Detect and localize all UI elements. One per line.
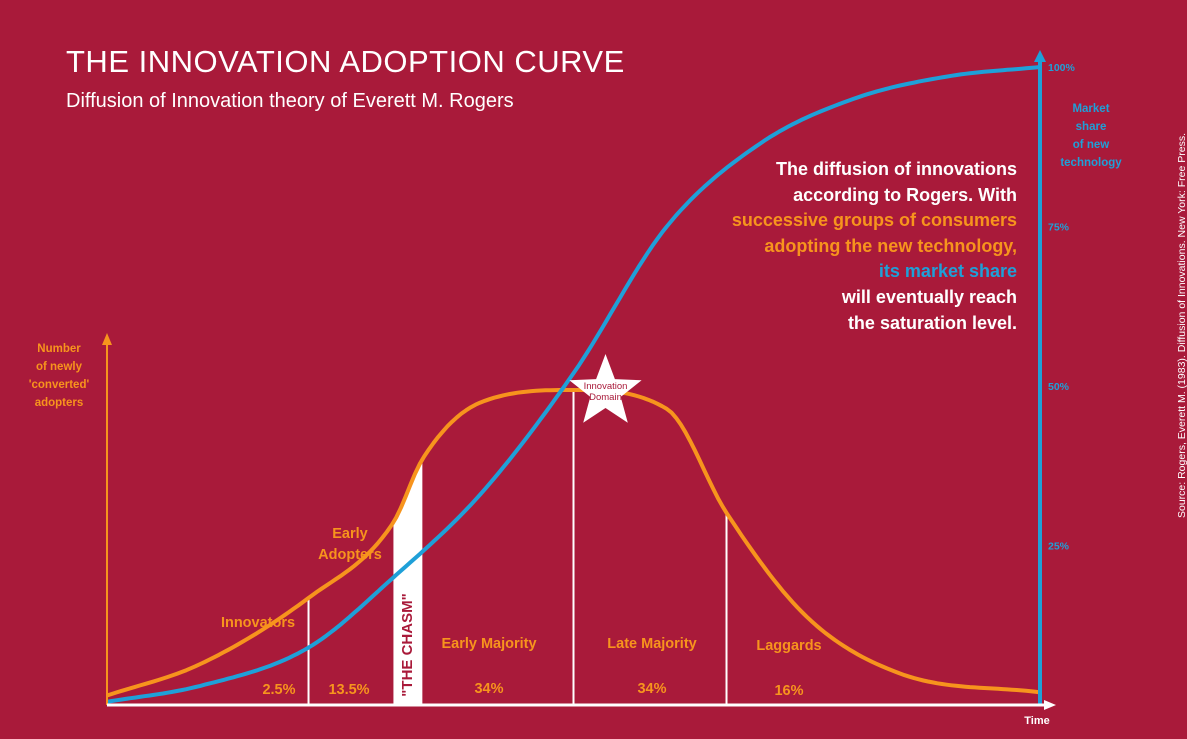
description-line: The diffusion of innovations bbox=[776, 159, 1017, 179]
segment-name-label: Laggards bbox=[756, 638, 821, 654]
right-axis-label-line: share bbox=[1075, 121, 1107, 133]
right-axis-label-line: of new bbox=[1072, 139, 1110, 151]
right-axis-arrow-icon bbox=[1034, 50, 1046, 62]
innovation-domain-star-icon bbox=[569, 354, 642, 423]
description-line-highlight: adopting the new technology, bbox=[764, 235, 1017, 256]
right-axis-tick-label: 50% bbox=[1048, 381, 1070, 393]
chart-subtitle: Diffusion of Innovation theory of Everet… bbox=[66, 90, 514, 112]
x-axis-label: Time bbox=[1024, 715, 1049, 727]
right-axis-label-line: technology bbox=[1060, 157, 1122, 169]
right-axis-label-line: Market bbox=[1072, 103, 1110, 115]
left-axis-label: Number of newly 'converted' adopters bbox=[28, 340, 90, 412]
left-axis-label-line: 'converted' bbox=[28, 379, 90, 391]
segment-name-label: Early bbox=[332, 526, 367, 542]
segment-share-label: 16% bbox=[774, 683, 803, 699]
segment-name-label: Late Majority bbox=[607, 636, 696, 652]
chart-title: THE INNOVATION ADOPTION CURVE bbox=[66, 44, 625, 79]
x-axis-arrow-icon bbox=[1044, 700, 1056, 710]
left-axis-arrow-icon bbox=[102, 333, 112, 345]
chasm-band bbox=[393, 459, 423, 705]
innovation-domain-label: Domain bbox=[589, 392, 622, 403]
description-line: according to Rogers. With bbox=[793, 184, 1017, 205]
segment-name-label: Innovators bbox=[221, 615, 295, 631]
left-axis-label-line: adopters bbox=[34, 397, 84, 409]
description-line: will eventually reach bbox=[841, 286, 1017, 307]
innovation-domain-label: Innovation bbox=[584, 381, 628, 392]
segment-share-label: 34% bbox=[637, 681, 666, 697]
market-share-curve bbox=[106, 65, 1041, 704]
chasm-label: "THE CHASM" bbox=[399, 593, 416, 696]
right-axis-tick-label: 100% bbox=[1048, 62, 1076, 74]
right-axis-tick-label: 75% bbox=[1048, 222, 1070, 234]
description-line: the saturation level. bbox=[847, 312, 1017, 333]
adopters-bell-curve bbox=[106, 388, 1041, 698]
right-axis-label: Market share of new technology bbox=[1051, 100, 1131, 172]
segment-name-label: Early Majority bbox=[441, 636, 536, 652]
right-axis-tick-label: 25% bbox=[1048, 541, 1070, 553]
segment-share-label: 34% bbox=[474, 681, 503, 697]
description-line-highlight: successive groups of consumers bbox=[731, 210, 1017, 231]
left-axis-label-line: of newly bbox=[35, 361, 82, 373]
left-axis-label-line: Number bbox=[37, 343, 81, 355]
description-line-market-share: its market share bbox=[878, 261, 1017, 282]
segment-name-label: Adopters bbox=[318, 547, 382, 563]
segment-share-label: 13.5% bbox=[328, 682, 369, 698]
segment-share-label: 2.5% bbox=[262, 682, 295, 698]
description-text: The diffusion of innovations according t… bbox=[657, 157, 1017, 336]
